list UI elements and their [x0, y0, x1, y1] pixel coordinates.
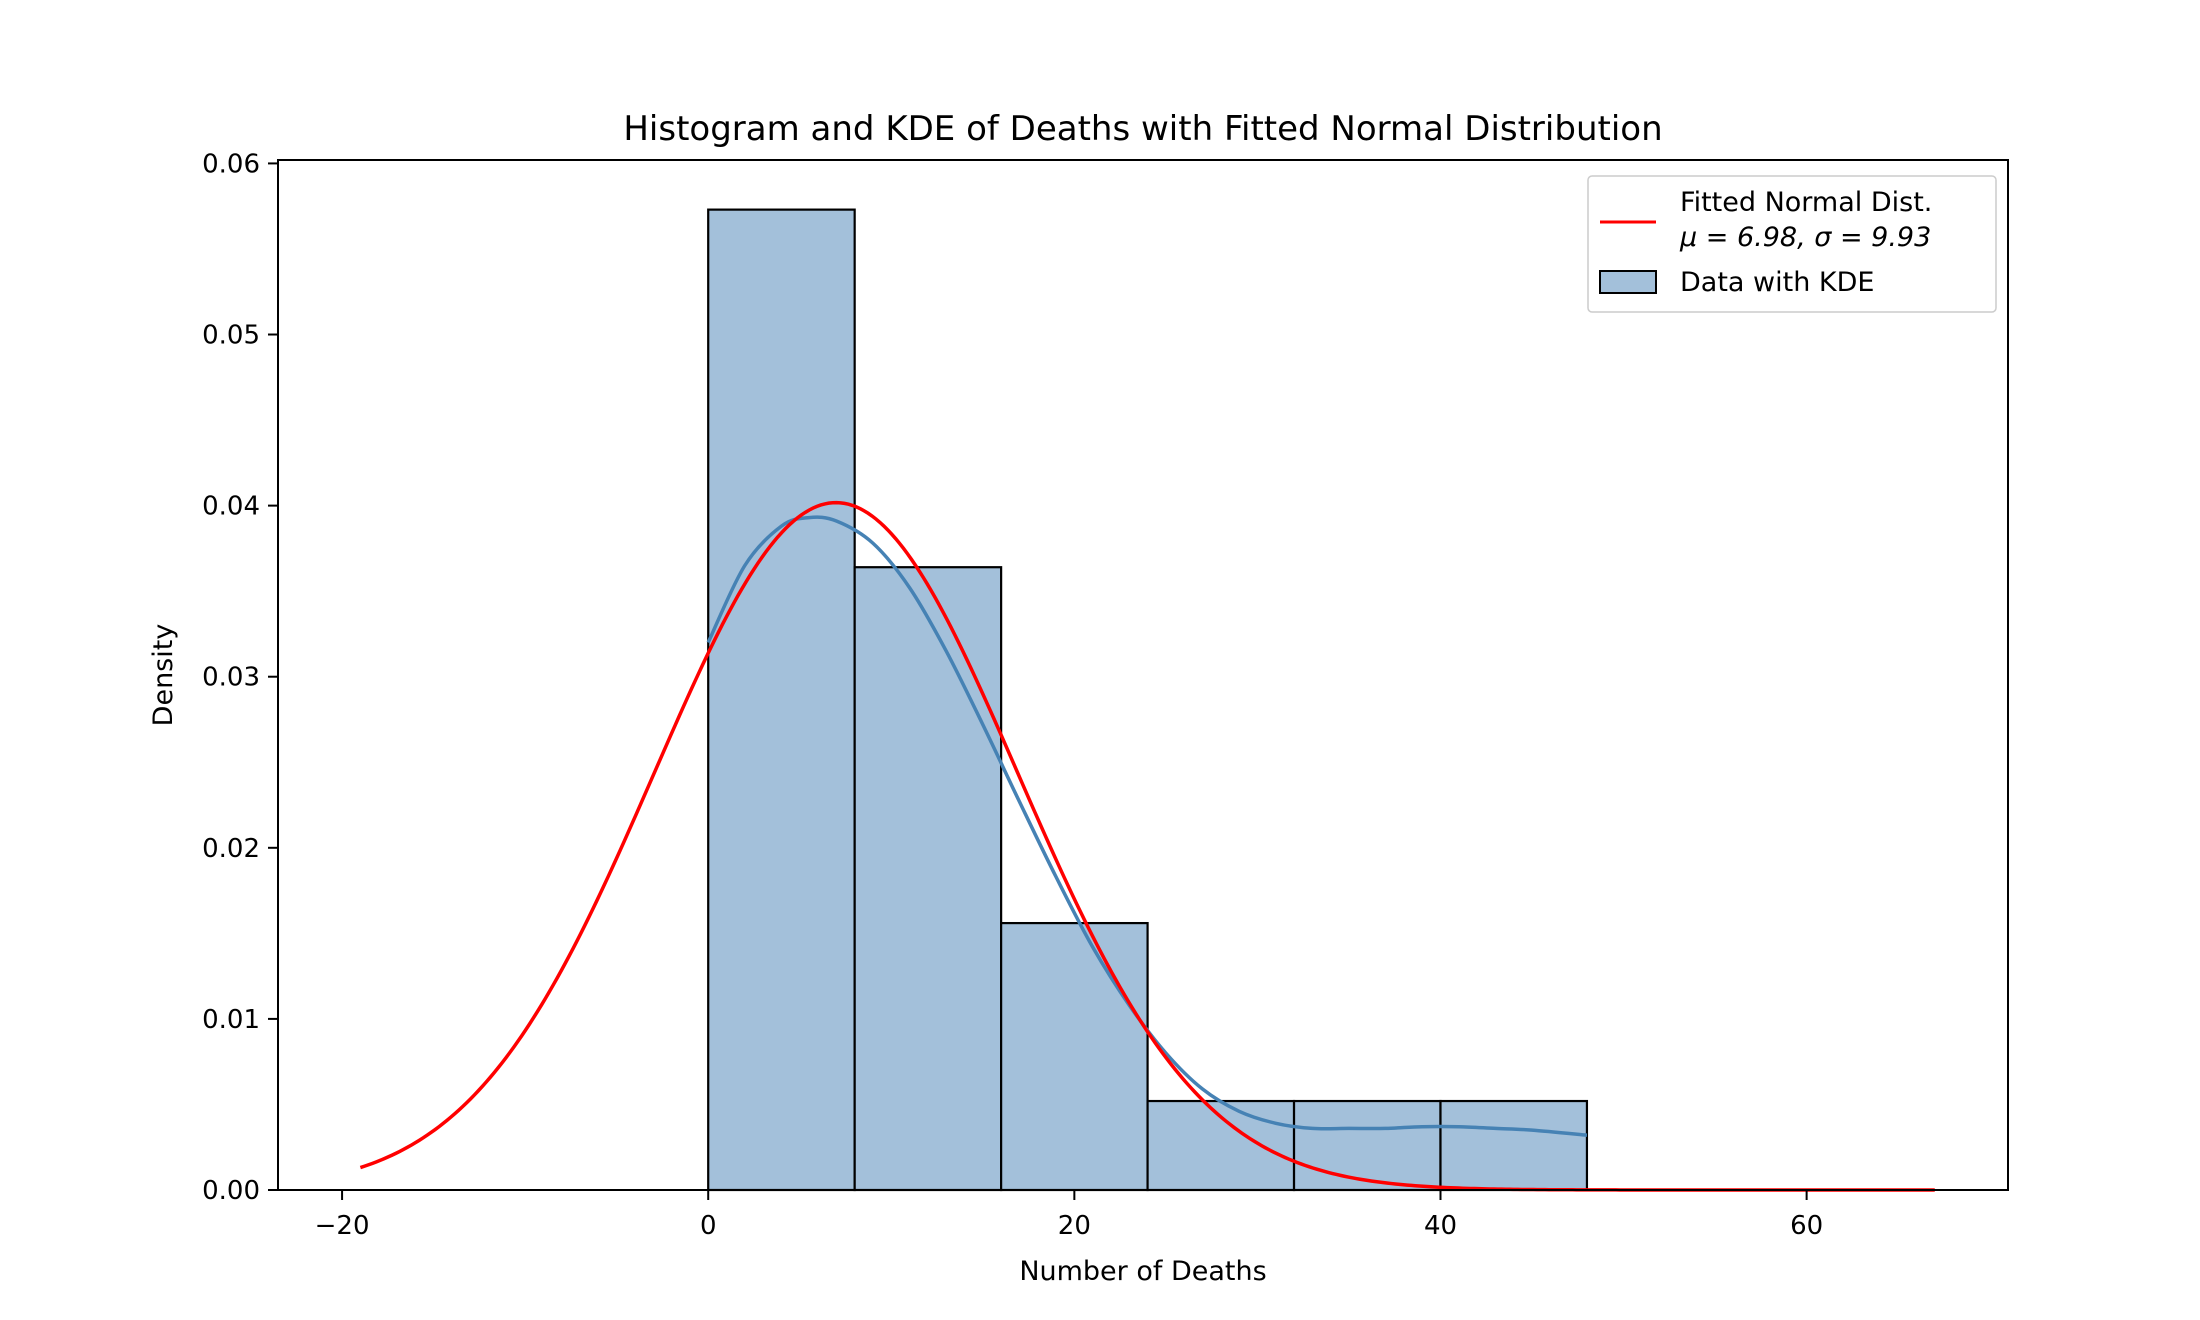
- y-axis-label: Density: [148, 624, 179, 727]
- histogram-bar: [1439, 1099, 1589, 1192]
- legend: Fitted Normal Dist. μ = 6.98, σ = 9.93 D…: [1587, 175, 1997, 313]
- kde-line: [706, 515, 1588, 1137]
- histogram-bar: [707, 208, 856, 1192]
- x-tick-label: −20: [315, 1211, 370, 1241]
- histogram-bar: [853, 566, 1003, 1192]
- legend-box: [1587, 175, 1997, 313]
- legend-normal-params: μ = 6.98, σ = 9.93: [1679, 222, 1931, 253]
- x-tick-label: 0: [700, 1211, 717, 1241]
- legend-histogram-swatch: [1599, 270, 1657, 294]
- histogram-bar: [1292, 1099, 1442, 1192]
- legend-histogram-label: Data with KDE: [1680, 267, 1874, 298]
- y-tick-label: 0.00: [202, 1176, 260, 1206]
- x-tick-label: 60: [1790, 1211, 1823, 1241]
- legend-normal-label: Fitted Normal Dist.: [1680, 187, 1932, 218]
- y-tick-label: 0.01: [202, 1005, 260, 1035]
- axes: −20 0 20 40 60 0.00 0.01 0.02 0.03 0.04 0.05 0.06: [202, 149, 2009, 1241]
- x-tick-label: 20: [1058, 1211, 1091, 1241]
- y-tick-label: 0.05: [202, 321, 260, 351]
- y-tick-label: 0.04: [202, 492, 260, 522]
- histogram-bar: [1000, 921, 1149, 1192]
- x-tick-label: 40: [1424, 1211, 1457, 1241]
- y-tick-label: 0.02: [202, 834, 260, 864]
- histogram-bar: [1146, 1099, 1296, 1192]
- axes-frame: [277, 159, 2009, 1191]
- chart-title: Histogram and KDE of Deaths with Fitted …: [623, 109, 1662, 149]
- x-axis-label: Number of Deaths: [1019, 1256, 1266, 1287]
- y-tick-label: 0.06: [202, 149, 260, 179]
- y-tick-label: 0.03: [202, 663, 260, 693]
- plot-area: [359, 208, 1935, 1192]
